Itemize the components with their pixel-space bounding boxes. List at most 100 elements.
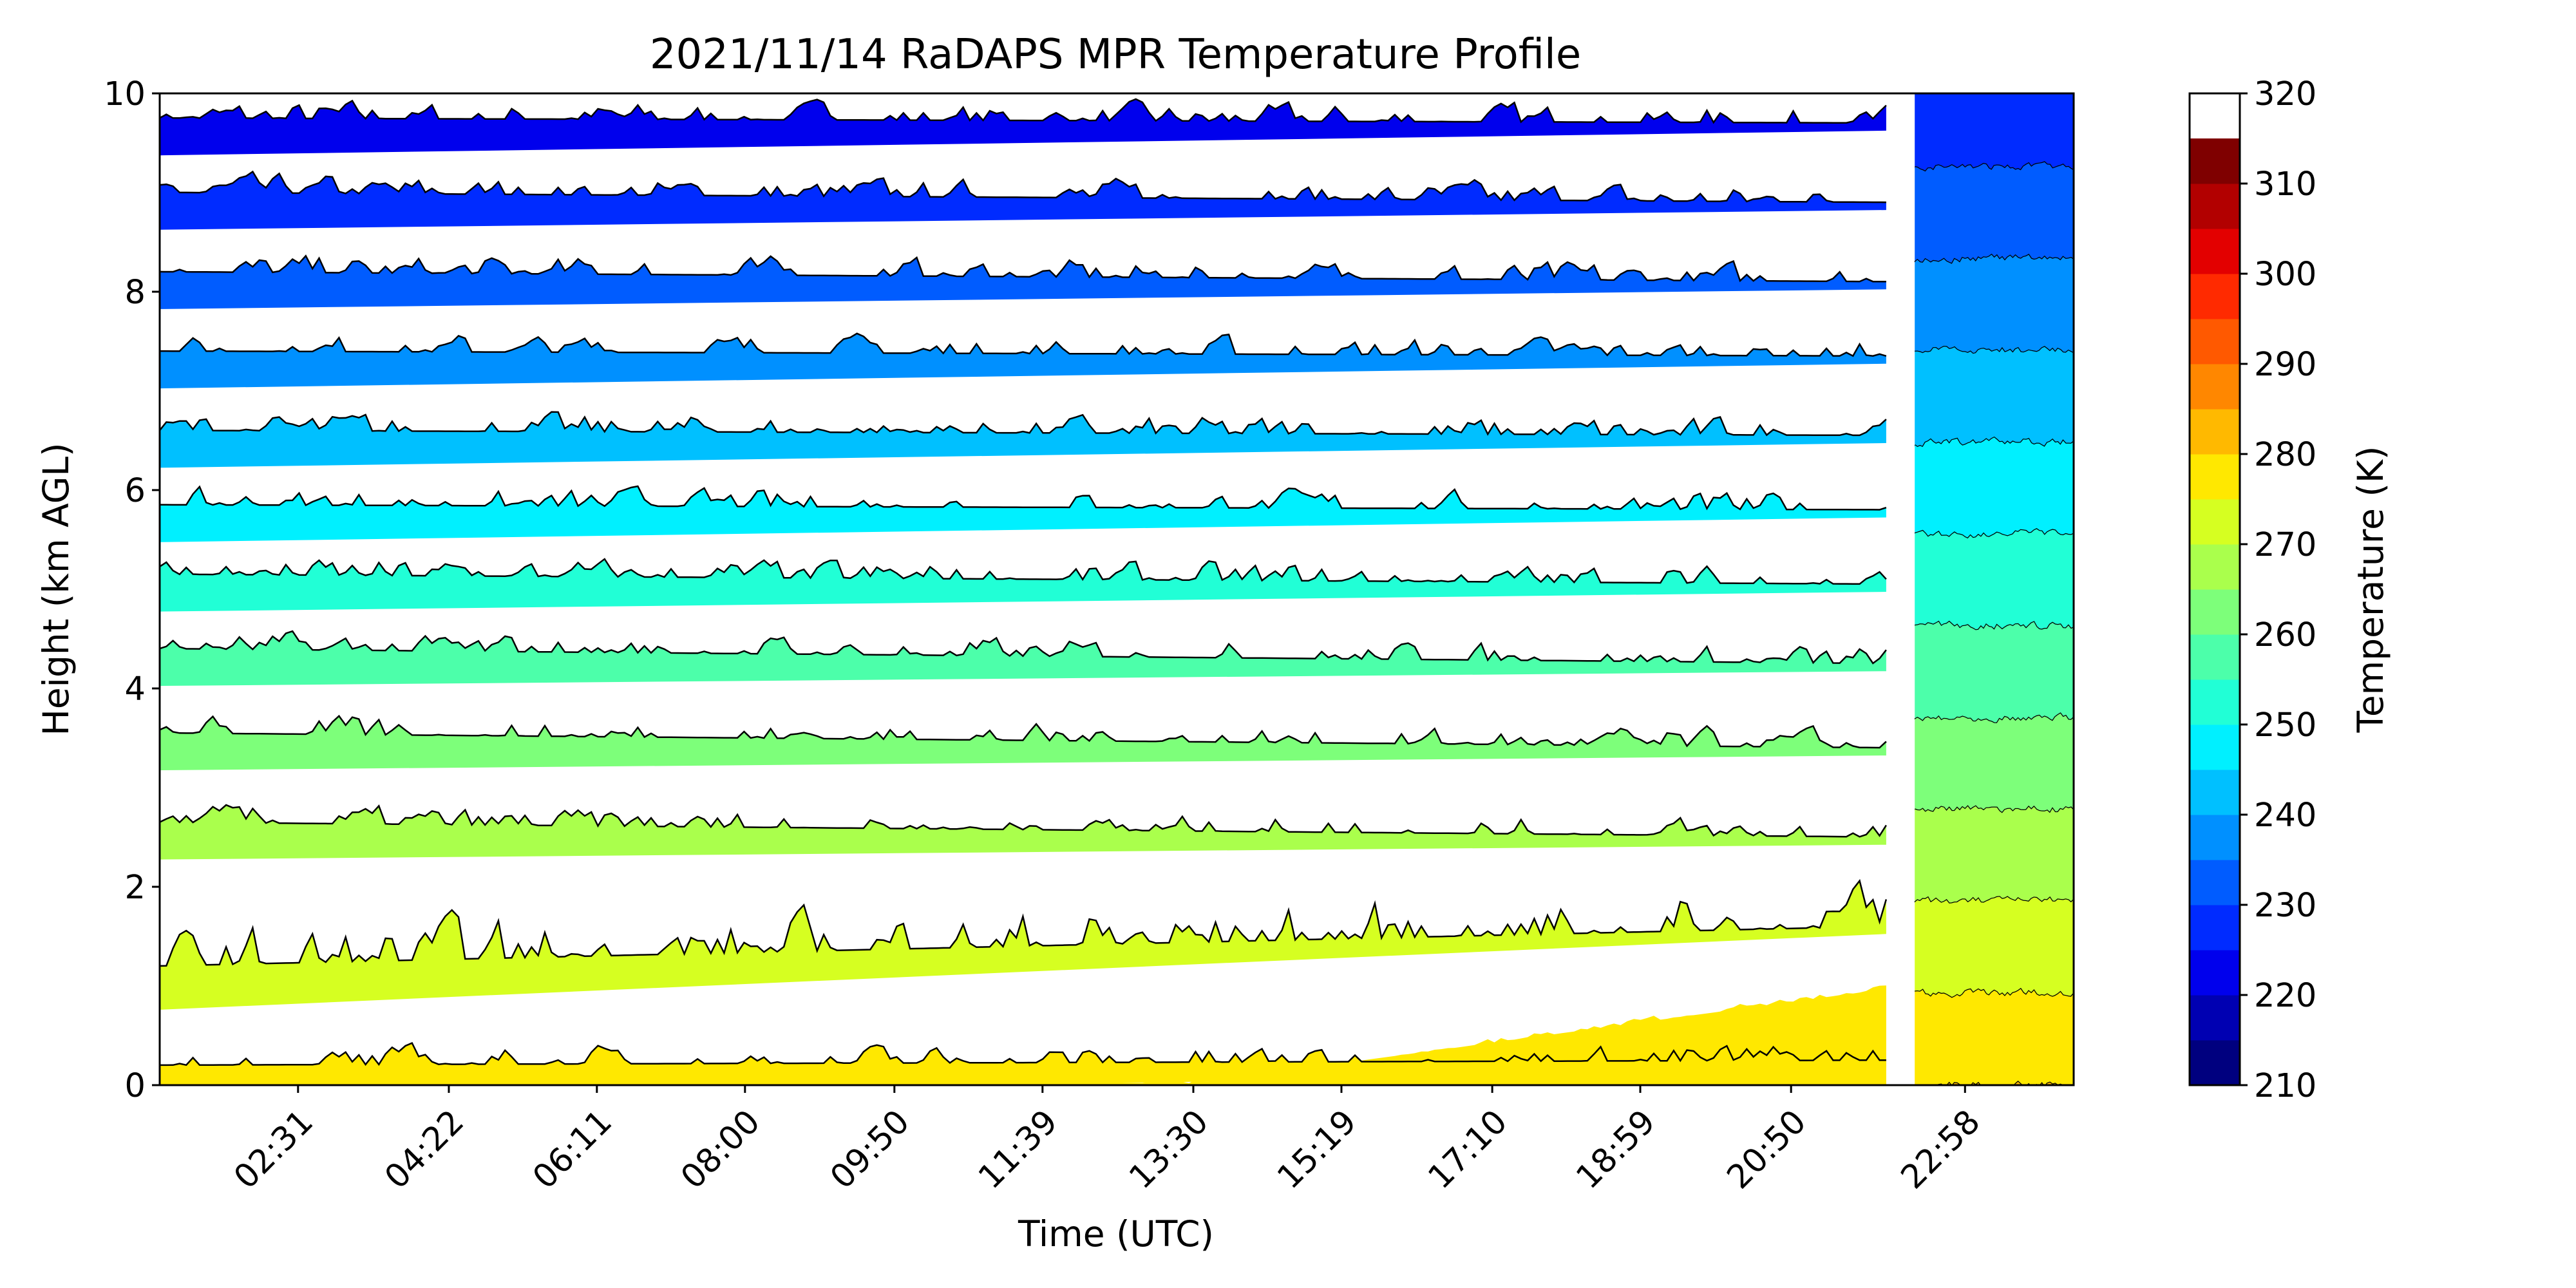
colorbar (2190, 138, 2240, 1086)
x-tick-label: 11:39 (971, 1103, 1065, 1197)
y-axis-ticks: 0 2 4 6 8 10 (104, 75, 160, 1105)
colorbar-segment (2190, 1040, 2240, 1086)
temperature-band (160, 805, 1886, 860)
y-tick-label: 10 (104, 75, 146, 113)
isotherm-line (160, 332, 1887, 357)
x-tick-label: 08:00 (674, 1103, 768, 1197)
temperature-band (160, 715, 1886, 770)
temperature-band (160, 256, 1886, 309)
colorbar-segment (2190, 319, 2240, 365)
isotherm-line (160, 558, 1887, 585)
contour-band (1915, 896, 2074, 998)
colorbar-tick-label: 270 (2254, 526, 2316, 564)
isotherm-line (1915, 70, 2074, 79)
colorbar-segment (2190, 184, 2240, 229)
contour-band (1915, 621, 2074, 723)
plot-frame (158, 92, 2075, 1086)
y-tick-label: 2 (125, 869, 146, 907)
contour-band (1915, 346, 2074, 447)
colorbar-segment (2190, 138, 2240, 184)
isotherm-lines (160, 98, 1888, 1066)
x-tick-label: 22:58 (1894, 1103, 1988, 1197)
contour-band (1915, 93, 2074, 172)
colorbar-segment (2190, 409, 2240, 455)
colorbar-tick-label: 300 (2254, 256, 2316, 294)
temperature-band (160, 99, 1886, 156)
colorbar-segment (2190, 274, 2240, 319)
plot-area (160, 0, 2074, 1085)
colorbar-tick-label: 320 (2254, 75, 2316, 113)
x-tick-label: 17:10 (1421, 1103, 1515, 1197)
colorbar-segment (2190, 589, 2240, 635)
x-tick-label: 06:11 (526, 1103, 620, 1197)
x-axis-label: Time (UTC) (1018, 1213, 1214, 1255)
temperature-band (160, 486, 1886, 542)
temperature-band (160, 412, 1886, 468)
y-axis-label: Height (km AGL) (35, 442, 77, 735)
colorbar-segment (2190, 724, 2240, 770)
temperature-band (160, 559, 1886, 612)
temperature-band (160, 880, 1886, 1010)
chart-title: 2021/11/14 RaDAPS MPR Temperature Profil… (650, 31, 1581, 79)
isotherm-line (160, 170, 1886, 204)
colorbar-segment (2190, 499, 2240, 545)
contour-band (1915, 529, 2074, 630)
colorbar-segment (2190, 634, 2240, 680)
isotherm-line (160, 630, 1887, 665)
contour-band (1915, 806, 2074, 904)
contour-band (1915, 989, 2074, 1085)
contour-band (1915, 0, 2074, 79)
colorbar-segment (2190, 995, 2240, 1041)
colorbar-segment (2190, 950, 2240, 996)
x-tick-label: 15:19 (1271, 1103, 1365, 1197)
colorbar-segment (2190, 815, 2240, 860)
isotherm-line (160, 714, 1887, 749)
temperature-band (160, 171, 1886, 230)
isotherm-line (160, 804, 1887, 838)
colorbar-frame (2188, 92, 2241, 1086)
x-tick-label: 04:22 (378, 1103, 472, 1197)
colorbar-tick-label: 230 (2254, 887, 2316, 925)
colorbar-segment (2190, 229, 2240, 274)
colorbar-segment (2190, 770, 2240, 815)
isotherm-line (160, 98, 1887, 124)
colorbar-tick-label: 310 (2254, 166, 2316, 204)
colorbar-tick-label: 290 (2254, 346, 2316, 384)
colorbar-tick-label: 250 (2254, 706, 2316, 744)
colorbar-segment (2190, 679, 2240, 725)
colorbar-segment (2190, 364, 2240, 410)
isotherm-line (160, 485, 1887, 511)
temperature-band (160, 631, 1886, 687)
temperature-fills (160, 99, 1886, 1085)
x-axis-ticks: 02:31 04:22 06:11 08:00 09:50 11:39 13:30 15:19… (227, 1085, 1987, 1197)
contour-band (1915, 437, 2074, 539)
y-tick-label: 4 (125, 670, 146, 708)
contour-band (1915, 254, 2074, 354)
contour-panel-after-gap (1914, 0, 2074, 1085)
surface-warm-band (160, 985, 1886, 1085)
y-tick-label: 0 (125, 1067, 146, 1105)
colorbar-tick-label: 220 (2254, 977, 2316, 1015)
y-tick-label: 8 (125, 274, 146, 312)
colorbar-segment (2190, 454, 2240, 500)
x-tick-label: 13:30 (1122, 1103, 1217, 1197)
isotherm-line (160, 411, 1887, 437)
colorbar-tick-label: 240 (2254, 797, 2316, 835)
isotherm-line (160, 254, 1886, 283)
x-tick-label: 18:59 (1569, 1103, 1663, 1197)
colorbar-ticks: 210 220 230 240 250 260 270 280 290 300 310 320 (2240, 75, 2316, 1105)
colorbar-tick-label: 210 (2254, 1067, 2316, 1105)
isotherm-line (160, 1041, 1886, 1066)
contour-band (1915, 162, 2074, 264)
x-tick-label: 09:50 (823, 1103, 917, 1197)
colorbar-label: Temperature (K) (2350, 446, 2391, 734)
x-tick-label: 02:31 (227, 1103, 321, 1197)
y-tick-label: 6 (125, 472, 146, 510)
isotherm-line (160, 878, 1888, 967)
colorbar-segment (2190, 544, 2240, 590)
colorbar-segment (2190, 860, 2240, 905)
colorbar-tick-label: 260 (2254, 616, 2316, 654)
colorbar-segment (2190, 905, 2240, 951)
contour-band (1915, 713, 2074, 813)
